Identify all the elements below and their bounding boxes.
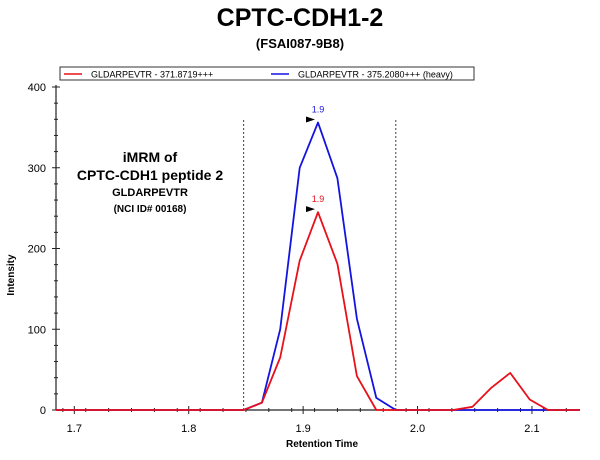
x-tick-label: 1.9 [295, 423, 310, 435]
peak-marker-icon [306, 116, 315, 123]
chart-subtitle: (FSAI087-9B8) [255, 36, 345, 51]
annotation-line-4: (NCI ID# 00168) [114, 204, 187, 215]
series-line-heavy [56, 121, 580, 411]
y-tick-label: 400 [28, 82, 46, 94]
annotation-line-3: GLDARPEVTR [112, 187, 188, 199]
series-line-light [56, 211, 580, 411]
x-axis-label: Retention Time [286, 439, 358, 450]
x-tick-label: 2.1 [524, 423, 539, 435]
annotation-line-1: iMRM of [123, 149, 178, 165]
peak-label: 1.9 [312, 105, 325, 115]
y-tick-label: 100 [28, 324, 46, 336]
x-tick-label: 2.0 [410, 423, 425, 435]
legend: GLDARPEVTR - 371.8719+++ GLDARPEVTR - 37… [59, 66, 475, 81]
peak-marker-icon [306, 206, 315, 213]
y-axis-label: Intensity [6, 254, 17, 296]
legend-label-heavy: GLDARPEVTR - 375.2080+++ (heavy) [298, 70, 453, 80]
y-tick-label: 300 [28, 163, 46, 175]
chart-title: CPTC-CDH1-2 [216, 4, 384, 32]
annotation-line-2: CPTC-CDH1 peptide 2 [77, 167, 223, 183]
y-tick-label: 200 [28, 244, 46, 256]
x-tick-label: 1.8 [181, 423, 196, 435]
x-tick-label: 1.7 [67, 423, 82, 435]
peak-label: 1.9 [312, 194, 325, 204]
y-tick-label: 0 [40, 405, 46, 417]
legend-label-light: GLDARPEVTR - 371.8719+++ [91, 70, 213, 80]
legend-box [59, 66, 475, 81]
